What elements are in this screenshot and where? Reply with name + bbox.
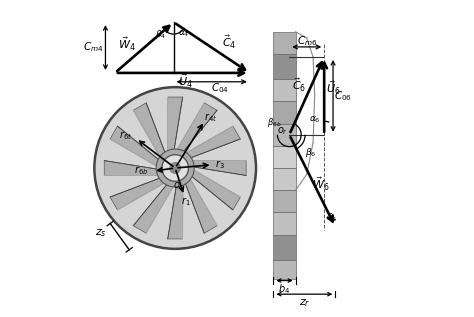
Bar	[273, 124, 296, 146]
Bar	[273, 168, 296, 190]
Text: $b_4$: $b_4$	[278, 282, 291, 296]
Text: $\vec{U}_6$: $\vec{U}_6$	[327, 79, 341, 97]
Text: $o_r$: $o_r$	[277, 126, 288, 138]
Polygon shape	[133, 184, 174, 233]
Polygon shape	[168, 184, 183, 239]
Bar	[273, 101, 296, 124]
Text: $\beta_6$: $\beta_6$	[305, 146, 317, 159]
Polygon shape	[110, 178, 165, 210]
Bar	[273, 235, 296, 260]
Text: $r_{6b}$: $r_{6b}$	[134, 165, 148, 178]
Polygon shape	[104, 160, 160, 176]
Text: $C_{06}$: $C_{06}$	[334, 89, 352, 103]
Text: $\alpha_4$: $\alpha_4$	[178, 29, 190, 40]
Text: $\beta_{6b}$: $\beta_{6b}$	[267, 116, 282, 129]
Text: $o_s$: $o_s$	[173, 180, 185, 192]
Circle shape	[94, 87, 256, 249]
Bar	[273, 260, 296, 279]
Circle shape	[169, 162, 181, 174]
Text: $\vec{U}_4$: $\vec{U}_4$	[178, 72, 193, 90]
Text: $\beta_4$: $\beta_4$	[155, 28, 166, 42]
Bar	[273, 54, 296, 79]
Text: $C_{m6}$: $C_{m6}$	[297, 34, 317, 48]
Text: $r_3$: $r_3$	[216, 158, 225, 171]
Polygon shape	[110, 126, 160, 167]
Polygon shape	[185, 178, 217, 233]
Polygon shape	[115, 22, 250, 73]
Bar	[273, 212, 296, 235]
Text: $\alpha_6$: $\alpha_6$	[310, 114, 321, 125]
Polygon shape	[176, 103, 217, 152]
Text: $r_{6t}$: $r_{6t}$	[119, 129, 132, 142]
Polygon shape	[167, 97, 182, 152]
Polygon shape	[185, 126, 240, 158]
Text: $r_1$: $r_1$	[181, 195, 191, 208]
Bar	[273, 32, 296, 54]
Circle shape	[156, 149, 194, 187]
Text: $C_{m4}$: $C_{m4}$	[83, 41, 104, 55]
Polygon shape	[191, 169, 240, 210]
Polygon shape	[133, 103, 165, 158]
Text: $\vec{W}_6$: $\vec{W}_6$	[311, 175, 329, 193]
Bar	[273, 79, 296, 101]
Circle shape	[162, 155, 189, 181]
Text: $C_{04}$: $C_{04}$	[210, 81, 228, 95]
Bar	[273, 190, 296, 212]
Text: $z_s$: $z_s$	[95, 227, 107, 239]
Text: $z_r$: $z_r$	[299, 297, 310, 309]
Text: $\vec{C}_6$: $\vec{C}_6$	[292, 77, 306, 94]
Text: $\vec{W}_4$: $\vec{W}_4$	[118, 35, 136, 53]
Bar	[273, 146, 296, 168]
Text: $\delta_6$: $\delta_6$	[326, 211, 337, 224]
Text: $r_{4t}$: $r_{4t}$	[204, 111, 218, 124]
Text: $\vec{C}_4$: $\vec{C}_4$	[222, 33, 236, 51]
Polygon shape	[191, 160, 246, 176]
